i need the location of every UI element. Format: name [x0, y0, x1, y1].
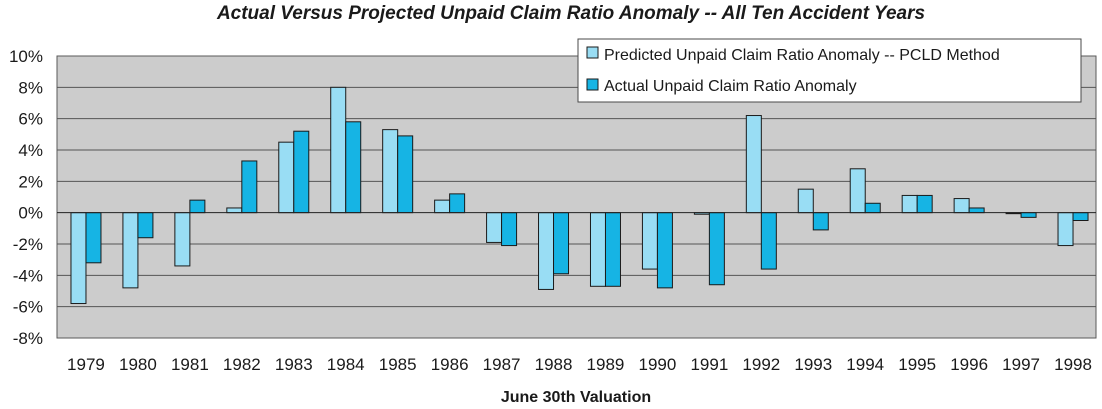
bar-predicted-1984: [330, 86, 347, 214]
bar-actual-1993: [812, 212, 829, 231]
bar-actual-1990: [656, 212, 673, 289]
x-tick-label: 1979: [67, 355, 105, 374]
x-tick-label: 1990: [639, 355, 677, 374]
legend-box: [577, 38, 1082, 103]
y-tick-label: 10%: [9, 47, 43, 66]
bar-predicted-1988: [538, 212, 555, 290]
bar-predicted-1985: [382, 129, 399, 214]
x-tick-label: 1981: [171, 355, 209, 374]
legend: Predicted Unpaid Claim Ratio Anomaly -- …: [577, 38, 1082, 103]
x-tick-label: 1987: [483, 355, 521, 374]
y-tick-label: 4%: [18, 141, 43, 160]
bar-predicted-1987: [486, 212, 503, 243]
bar-actual-1997: [1020, 212, 1037, 218]
bar-predicted-1981: [174, 212, 191, 267]
bar-actual-1981: [189, 199, 206, 214]
legend-swatch-predicted: [586, 46, 599, 59]
bar-predicted-1989: [589, 212, 606, 287]
bar-actual-1996: [968, 207, 985, 214]
y-axis-ticks: 10% 8% 6% 4% 2% 0% -2% -4% -6% -8%: [9, 47, 43, 348]
y-tick-label: 0%: [18, 204, 43, 223]
bar-actual-1995: [916, 194, 933, 214]
bar-predicted-1983: [278, 141, 295, 214]
chart-title: Actual Versus Projected Unpaid Claim Rat…: [216, 3, 925, 24]
bar-actual-1980: [137, 212, 154, 239]
y-tick-label: 8%: [18, 78, 43, 97]
y-tick-label: -2%: [13, 235, 43, 254]
x-tick-label: 1984: [327, 355, 365, 374]
y-tick-label: -4%: [13, 266, 43, 285]
bar-predicted-1990: [641, 212, 658, 270]
y-tick-label: -6%: [13, 298, 43, 317]
bar-actual-1985: [397, 135, 414, 214]
x-tick-label: 1993: [794, 355, 832, 374]
y-tick-label: 2%: [18, 172, 43, 191]
bar-predicted-1996: [953, 198, 970, 214]
bar-predicted-1998: [1057, 212, 1074, 247]
x-tick-label: 1989: [587, 355, 625, 374]
bar-actual-1986: [449, 193, 466, 214]
x-tick-label: 1991: [690, 355, 728, 374]
x-tick-label: 1992: [742, 355, 780, 374]
x-tick-label: 1995: [898, 355, 936, 374]
bar-actual-1992: [760, 212, 777, 270]
x-tick-label: 1982: [223, 355, 261, 374]
y-tick-label: -8%: [13, 329, 43, 348]
x-axis-ticks: 1979 1980 1981 1982 1983 1984 1985 1986 1987 1988…: [67, 355, 1092, 374]
x-tick-label: 1996: [950, 355, 988, 374]
bar-predicted-1993: [797, 188, 814, 214]
x-tick-label: 1983: [275, 355, 313, 374]
bar-actual-1998: [1072, 212, 1089, 222]
bar-actual-1979: [85, 212, 102, 264]
legend-swatch-actual: [586, 78, 599, 91]
bar-actual-1994: [864, 202, 881, 214]
bar-actual-1983: [293, 130, 310, 214]
bar-actual-1991: [708, 212, 725, 286]
x-tick-label: 1998: [1054, 355, 1092, 374]
bar-actual-1984: [345, 121, 362, 214]
bar-actual-1989: [604, 212, 621, 287]
legend-label-predicted: Predicted Unpaid Claim Ratio Anomaly -- …: [604, 47, 1000, 64]
bar-predicted-1995: [901, 194, 918, 214]
legend-label-actual: Actual Unpaid Claim Ratio Anomaly: [604, 78, 857, 95]
y-tick-label: 6%: [18, 110, 43, 129]
x-axis-label: June 30th Valuation: [501, 389, 651, 406]
x-tick-label: 1988: [535, 355, 573, 374]
bars: [70, 86, 1089, 305]
x-tick-label: 1986: [431, 355, 469, 374]
bar-predicted-1979: [70, 212, 87, 305]
bar-predicted-1980: [122, 212, 139, 289]
bar-actual-1982: [241, 160, 258, 214]
bar-actual-1987: [501, 212, 518, 247]
bar-predicted-1992: [745, 115, 762, 214]
x-tick-label: 1985: [379, 355, 417, 374]
bar-predicted-1986: [434, 199, 451, 214]
bar-predicted-1982: [226, 207, 243, 214]
bar-predicted-1994: [849, 168, 866, 214]
bar-actual-1988: [553, 212, 570, 275]
x-tick-label: 1994: [846, 355, 884, 374]
x-tick-label: 1980: [119, 355, 157, 374]
x-tick-label: 1997: [1002, 355, 1040, 374]
